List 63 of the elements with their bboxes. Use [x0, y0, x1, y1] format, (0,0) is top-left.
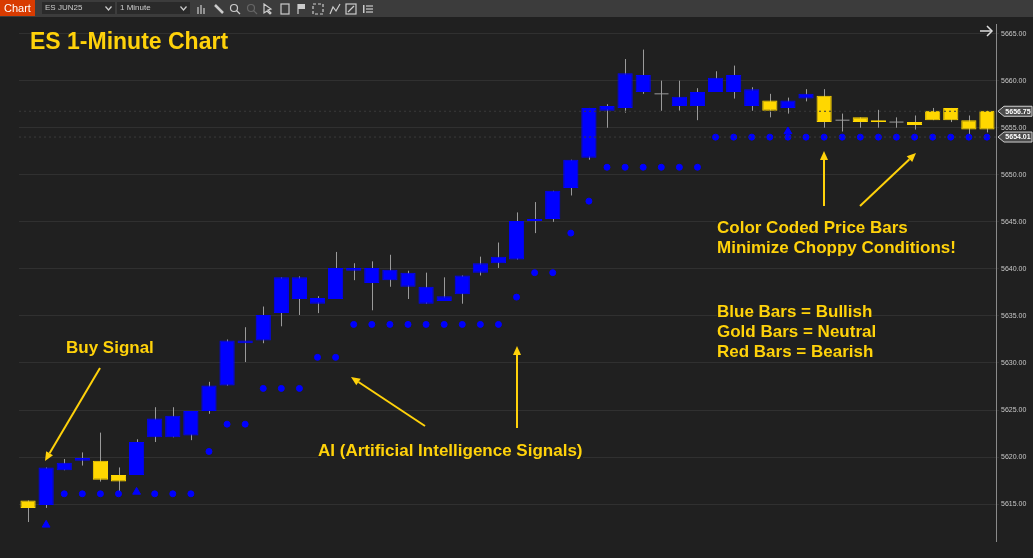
text: ES JUN25 [45, 3, 83, 12]
point [494, 320, 502, 328]
annotation: Red Bars = Bearish [717, 342, 874, 362]
text: Chart [0, 0, 35, 16]
candlestick [599, 103, 615, 129]
chart-title: ES 1-Minute Chart [30, 28, 229, 55]
candlestick [762, 93, 778, 118]
point [78, 490, 86, 498]
point [96, 490, 104, 498]
point [314, 353, 322, 361]
point [675, 163, 683, 171]
candlestick [183, 410, 199, 441]
point [458, 320, 466, 328]
candlestick [165, 406, 181, 438]
candlestick [472, 256, 488, 276]
point [567, 229, 575, 237]
point [223, 420, 231, 428]
annotation: Blue Bars = Bullish [717, 302, 873, 322]
point [603, 163, 611, 171]
annotation: Buy Signal [66, 338, 154, 358]
candlestick [201, 381, 217, 415]
point [693, 163, 701, 171]
point [187, 490, 195, 498]
point [115, 490, 123, 498]
candlestick [436, 276, 452, 302]
point [549, 269, 557, 277]
point [41, 519, 51, 528]
point [295, 384, 303, 392]
annotation: Minimize Choppy Conditions! [717, 238, 956, 258]
candlestick [255, 306, 271, 344]
point [259, 384, 267, 392]
point [60, 490, 68, 498]
point [476, 320, 484, 328]
annotation: AI (Artificial Intelligence Signals) [318, 441, 583, 461]
point [404, 320, 412, 328]
point [386, 320, 394, 328]
point [151, 490, 159, 498]
point [783, 126, 793, 135]
point [350, 320, 358, 328]
text: 1 Minute [120, 3, 151, 12]
point [585, 197, 593, 205]
candlestick [382, 254, 398, 288]
point [440, 320, 448, 328]
point [332, 353, 340, 361]
candlestick [889, 116, 904, 129]
point [132, 486, 141, 495]
point [241, 420, 249, 428]
candlestick [654, 80, 669, 112]
point [513, 293, 521, 301]
point [277, 384, 285, 392]
point [205, 447, 213, 455]
point [657, 163, 665, 171]
point [639, 163, 647, 171]
annotation: Gold Bars = Neutral [717, 322, 877, 342]
candlestick [291, 275, 308, 316]
point [621, 163, 629, 171]
candlestick [527, 201, 543, 234]
point [531, 269, 539, 277]
point [169, 490, 177, 498]
point [422, 320, 430, 328]
candlestick [237, 326, 253, 363]
annotation: Color Coded Price Bars [717, 218, 908, 238]
point [368, 320, 376, 328]
